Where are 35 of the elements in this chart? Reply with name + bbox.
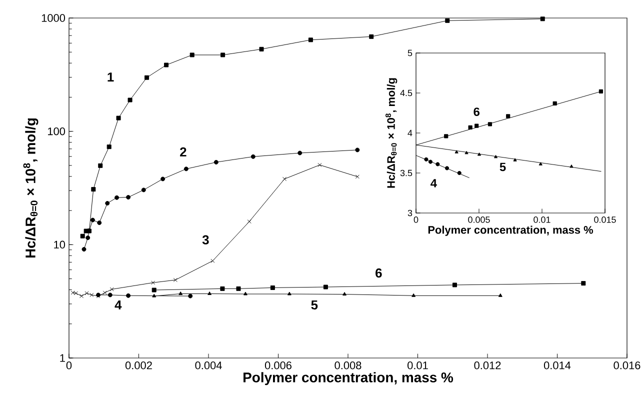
series-label: 1 bbox=[108, 72, 114, 82]
y-tick-label: 100 bbox=[48, 127, 66, 136]
y-tick-label: 4 bbox=[408, 130, 412, 136]
series-label: 4 bbox=[430, 179, 437, 188]
x-tick-label: 0 bbox=[414, 216, 418, 223]
x-tick-label: 0.014 bbox=[544, 362, 571, 370]
x-axis-title: Polymer concentration, mass % bbox=[244, 372, 454, 386]
x-tick-label: 0.005 bbox=[468, 216, 490, 223]
series-label: 6 bbox=[474, 108, 480, 116]
series-label: 5 bbox=[311, 300, 318, 310]
series-label: 3 bbox=[202, 235, 209, 244]
series-label: 4 bbox=[114, 300, 122, 310]
x-tick-label: 0 bbox=[66, 362, 72, 370]
x-axis-title: Polymer concentration, mass % bbox=[428, 226, 594, 236]
x-tick-label: 0.012 bbox=[474, 362, 501, 370]
y-tick-label: 3 bbox=[408, 210, 412, 216]
y-axis-title: Hc/ΔR$_{θ=0}$ × 10$^{8}$, mol/g bbox=[386, 78, 398, 188]
y-tick-label: 10 bbox=[54, 240, 66, 249]
x-tick-label: 0.008 bbox=[334, 362, 362, 370]
x-tick-label: 0.004 bbox=[195, 362, 222, 370]
x-tick-label: 0.016 bbox=[614, 362, 640, 370]
series-label: 2 bbox=[180, 147, 186, 156]
x-tick-label: 0.006 bbox=[264, 362, 292, 370]
y-tick-label: 1000 bbox=[42, 14, 66, 22]
y-tick-label: 4.5 bbox=[400, 90, 412, 96]
series-label: 5 bbox=[500, 162, 506, 172]
x-tick-label: 0.015 bbox=[594, 216, 616, 223]
x-tick-label: 0.01 bbox=[534, 216, 550, 223]
y-tick-label: 3.5 bbox=[400, 170, 412, 176]
y-tick-label: 1 bbox=[60, 354, 65, 362]
series-label: 6 bbox=[376, 268, 382, 278]
x-tick-label: 0.002 bbox=[125, 362, 152, 370]
y-axis-title: Hc/ΔR$_{θ=0}$ × 10$^{8}$, mol/g bbox=[23, 118, 38, 258]
y-tick-label: 5 bbox=[408, 50, 412, 56]
x-tick-label: 0.01 bbox=[408, 362, 428, 370]
